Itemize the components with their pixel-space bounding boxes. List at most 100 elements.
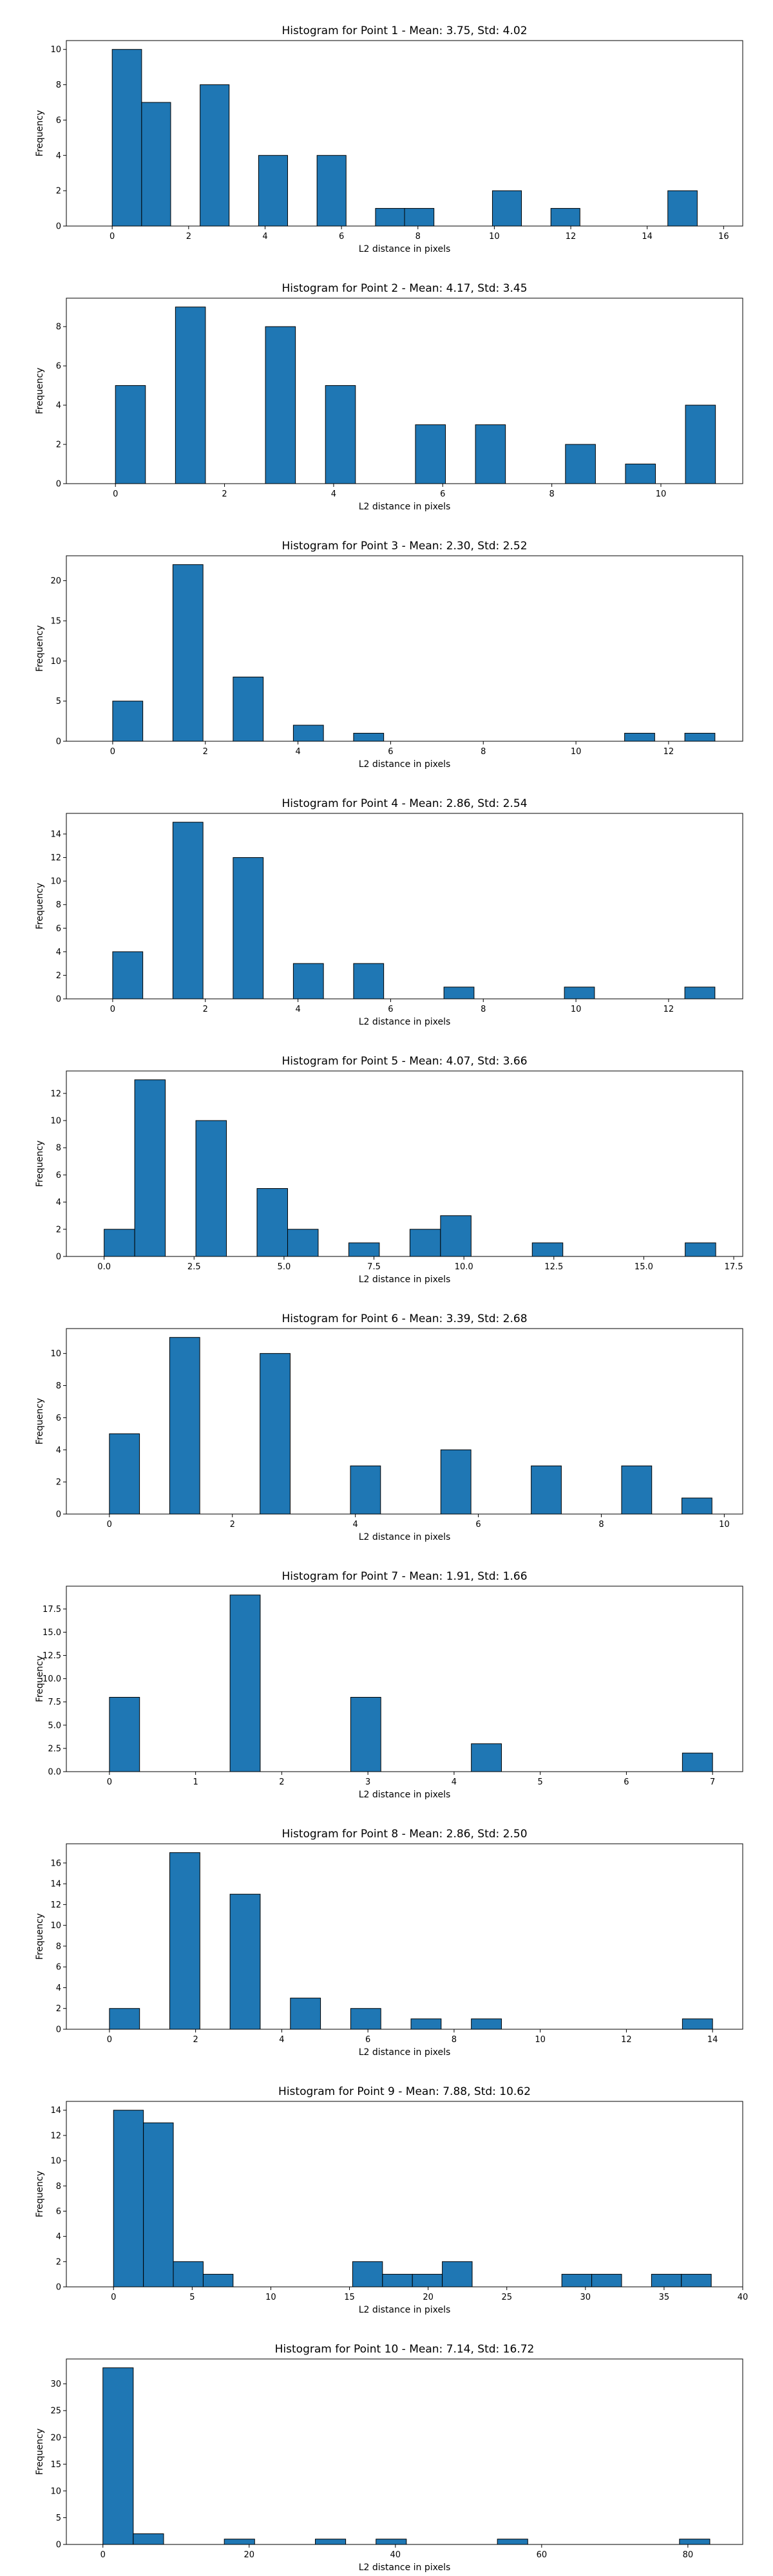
plot-frame xyxy=(66,1070,743,1257)
histogram-bar xyxy=(442,2261,473,2287)
y-tick-label: 10 xyxy=(50,45,61,55)
x-tick-label: 15.0 xyxy=(635,1262,653,1272)
x-tick-label: 6 xyxy=(440,489,445,499)
histogram-bar xyxy=(292,963,324,999)
x-axis-label: L2 distance in pixels xyxy=(359,759,451,770)
histogram-bar xyxy=(682,1497,712,1515)
histogram-bar xyxy=(111,49,142,227)
y-tick-label: 5.0 xyxy=(48,1721,61,1730)
x-tick-label: 12 xyxy=(621,2035,632,2045)
y-axis-label: Frequency xyxy=(35,2171,45,2217)
histogram-bar xyxy=(531,1242,564,1257)
chart-panel-6: Histogram for Point 6 - Mean: 3.39, Std:… xyxy=(35,1312,743,1542)
y-tick-label: 0 xyxy=(56,1253,61,1262)
histogram-bar xyxy=(233,676,264,742)
y-tick-label: 2 xyxy=(56,971,61,981)
y-tick-label: 10 xyxy=(50,2157,61,2166)
x-tick-label: 12 xyxy=(566,232,577,242)
x-tick-label: 7 xyxy=(710,1777,715,1787)
x-axis-label: L2 distance in pixels xyxy=(359,2305,451,2315)
x-tick-label: 2 xyxy=(279,1777,284,1787)
x-tick-label: 0 xyxy=(111,2293,116,2302)
histogram-bar xyxy=(348,1242,380,1257)
y-tick-label: 2 xyxy=(56,2257,61,2267)
x-axis-label: L2 distance in pixels xyxy=(359,1017,451,1027)
x-tick-label: 14 xyxy=(642,232,653,242)
histogram-bar xyxy=(256,1188,288,1257)
histogram-bar xyxy=(260,1353,291,1515)
x-tick-label: 35 xyxy=(659,2293,670,2302)
y-tick-label: 8 xyxy=(56,323,61,332)
x-axis-label: L2 distance in pixels xyxy=(359,1274,451,1285)
histogram-bar xyxy=(112,951,144,999)
histogram-bar xyxy=(352,2261,383,2287)
x-tick-label: 10 xyxy=(265,2293,276,2302)
histogram-bar xyxy=(684,733,716,742)
x-tick-label: 6 xyxy=(388,1005,393,1014)
y-tick-label: 8 xyxy=(56,80,61,90)
y-tick-label: 2.5 xyxy=(48,1744,61,1754)
y-tick-label: 6 xyxy=(56,362,61,372)
x-axis-label: L2 distance in pixels xyxy=(359,1790,451,1800)
histogram-bar xyxy=(175,307,206,484)
y-tick-label: 2 xyxy=(56,2004,61,2014)
x-tick-label: 5.0 xyxy=(278,1262,291,1272)
y-tick-label: 10 xyxy=(50,1921,61,1931)
plot-frame xyxy=(66,1586,743,1772)
y-axis-label: Frequency xyxy=(35,110,45,156)
x-tick-label: 8 xyxy=(598,1520,604,1530)
y-tick-label: 12 xyxy=(50,1089,61,1099)
histogram-bar xyxy=(651,2273,682,2287)
y-tick-label: 12 xyxy=(50,853,61,863)
x-tick-label: 2.5 xyxy=(187,1262,201,1272)
y-tick-label: 5 xyxy=(56,697,61,706)
histogram-bar xyxy=(143,2122,174,2287)
histogram-bar xyxy=(443,987,475,999)
y-tick-label: 4 xyxy=(56,151,61,161)
y-tick-label: 15 xyxy=(50,616,61,626)
histogram-bar xyxy=(550,208,580,227)
y-tick-label: 7.5 xyxy=(48,1698,61,1707)
y-tick-label: 6 xyxy=(56,116,61,126)
y-tick-label: 0 xyxy=(56,995,61,1005)
x-axis-label: L2 distance in pixels xyxy=(359,502,451,512)
plot-frame xyxy=(66,1328,743,1515)
histogram-bar xyxy=(325,385,356,484)
x-tick-label: 17.5 xyxy=(725,1262,743,1272)
chart-title: Histogram for Point 4 - Mean: 2.86, Std:… xyxy=(282,797,527,810)
plot-frame xyxy=(66,2358,743,2545)
x-tick-label: 10 xyxy=(489,232,500,242)
histogram-bar xyxy=(290,1998,321,2030)
histogram-bar xyxy=(134,1079,166,1257)
y-tick-label: 2 xyxy=(56,1225,61,1235)
histogram-bar xyxy=(258,155,288,227)
chart-title: Histogram for Point 1 - Mean: 3.75, Std:… xyxy=(282,24,527,37)
y-tick-label: 0 xyxy=(56,222,61,232)
histogram-bar xyxy=(471,1743,502,1772)
x-tick-label: 10 xyxy=(656,489,667,499)
x-tick-label: 20 xyxy=(244,2550,255,2560)
x-tick-label: 5 xyxy=(189,2293,195,2302)
histogram-bar xyxy=(685,404,716,484)
x-tick-label: 2 xyxy=(222,489,227,499)
x-tick-label: 2 xyxy=(230,1520,235,1530)
x-tick-label: 2 xyxy=(193,2035,198,2045)
x-tick-label: 40 xyxy=(738,2293,749,2302)
histogram-bar xyxy=(224,2539,255,2545)
y-tick-label: 4 xyxy=(56,401,61,411)
y-tick-label: 6 xyxy=(56,924,61,934)
histogram-bar xyxy=(173,2261,204,2287)
histogram-bar xyxy=(133,2533,164,2545)
histogram-bar xyxy=(104,1229,135,1257)
y-tick-label: 10 xyxy=(50,877,61,887)
chart-title: Histogram for Point 5 - Mean: 4.07, Std:… xyxy=(282,1055,527,1068)
y-axis-label: Frequency xyxy=(35,1656,45,1702)
y-tick-label: 0 xyxy=(56,2541,61,2550)
x-tick-label: 25 xyxy=(501,2293,512,2302)
x-tick-label: 0 xyxy=(107,2035,112,2045)
y-tick-label: 0 xyxy=(56,737,61,747)
chart-title: Histogram for Point 6 - Mean: 3.39, Std:… xyxy=(282,1312,527,1325)
histogram-bar xyxy=(471,2018,502,2030)
histogram-bar xyxy=(265,326,296,484)
